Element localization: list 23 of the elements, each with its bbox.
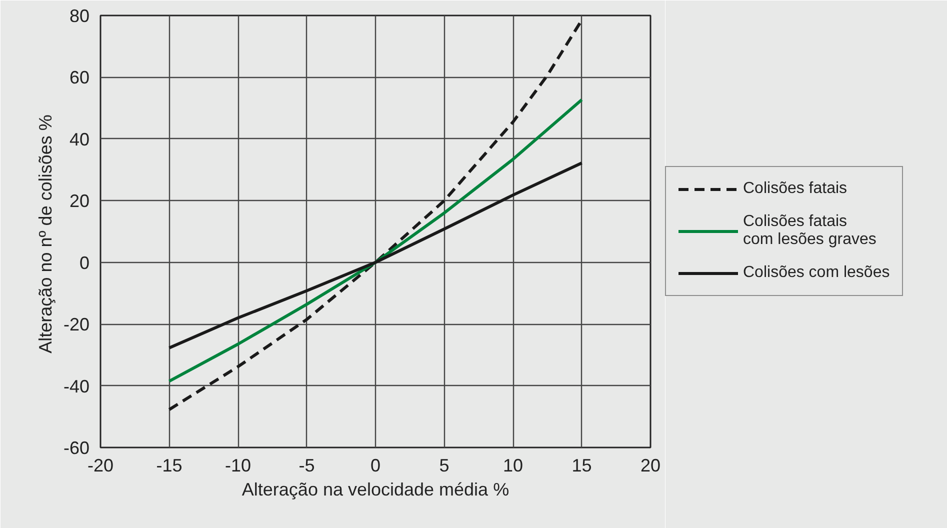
legend-label: Colisões fatais com lesões graves [743, 213, 876, 249]
x-tick-label: -20 [87, 456, 114, 476]
x-axis-title: Alteração na velocidade média % [242, 480, 510, 500]
x-tick-label: -10 [224, 456, 252, 476]
x-tick-label: 10 [502, 456, 524, 476]
legend-label: Colisões com lesões [743, 264, 890, 282]
line-series [168, 98, 584, 383]
y-tick-label: -60 [63, 438, 90, 458]
y-tick-label: 0 [79, 252, 90, 273]
x-tick-label: 0 [370, 456, 381, 476]
y-tick-label: -40 [63, 376, 90, 396]
y-tick-label: 80 [69, 6, 90, 26]
y-tick-label: 40 [69, 129, 90, 150]
legend-label: Colisões fatais [743, 180, 848, 198]
x-tick-label: 20 [640, 456, 661, 476]
x-tick-label: 5 [439, 456, 450, 476]
y-tick-label: -20 [63, 314, 90, 335]
y-tick-label: 20 [69, 191, 90, 212]
y-tick-label: 60 [69, 68, 90, 88]
x-tick-label: -15 [156, 456, 182, 476]
x-tick-label: 15 [572, 456, 592, 476]
y-axis-title: Alteração no nº de colisões % [35, 114, 56, 354]
x-tick-label: -5 [298, 456, 315, 476]
